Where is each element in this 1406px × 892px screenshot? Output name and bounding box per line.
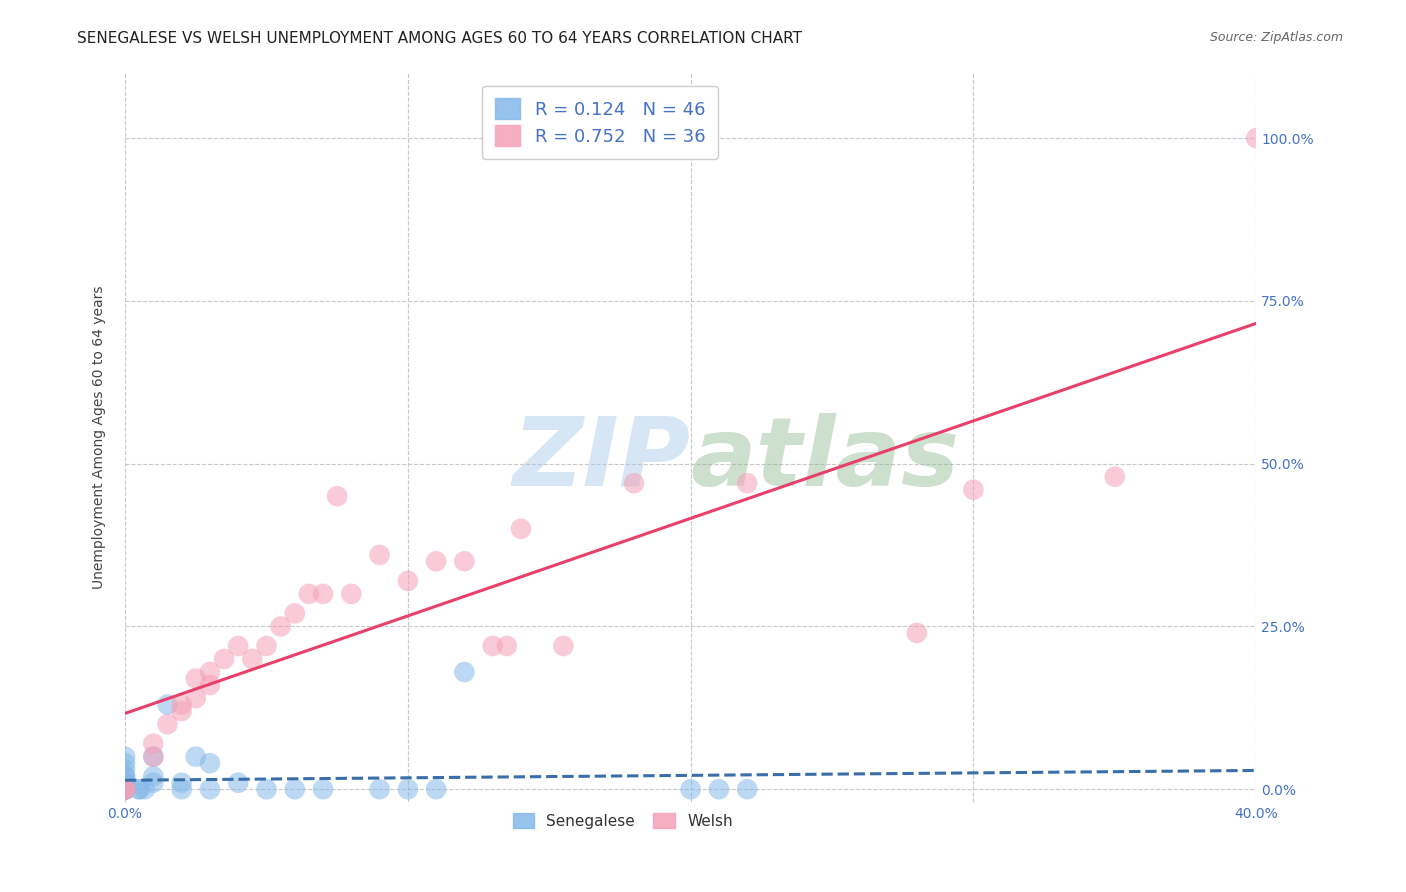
Point	[128, 782, 150, 797]
Point	[198, 782, 221, 797]
Point	[453, 554, 475, 568]
Point	[510, 522, 533, 536]
Point	[114, 782, 136, 797]
Point	[114, 769, 136, 783]
Point	[298, 587, 321, 601]
Point	[240, 652, 263, 666]
Point	[340, 587, 363, 601]
Point	[284, 607, 307, 621]
Point	[142, 775, 165, 789]
Text: SENEGALESE VS WELSH UNEMPLOYMENT AMONG AGES 60 TO 64 YEARS CORRELATION CHART: SENEGALESE VS WELSH UNEMPLOYMENT AMONG A…	[77, 31, 803, 46]
Point	[312, 587, 335, 601]
Point	[114, 775, 136, 789]
Point	[212, 652, 235, 666]
Text: ZIP: ZIP	[513, 413, 690, 506]
Point	[114, 782, 136, 797]
Point	[170, 775, 193, 789]
Point	[396, 574, 419, 588]
Y-axis label: Unemployment Among Ages 60 to 64 years: Unemployment Among Ages 60 to 64 years	[93, 285, 107, 590]
Point	[134, 782, 156, 797]
Point	[142, 769, 165, 783]
Point	[114, 782, 136, 797]
Point	[425, 554, 447, 568]
Point	[623, 476, 645, 491]
Point	[114, 782, 136, 797]
Point	[226, 775, 249, 789]
Point	[1104, 469, 1126, 483]
Point	[679, 782, 702, 797]
Point	[256, 639, 278, 653]
Point	[114, 775, 136, 789]
Point	[170, 704, 193, 718]
Point	[128, 782, 150, 797]
Point	[226, 639, 249, 653]
Text: Source: ZipAtlas.com: Source: ZipAtlas.com	[1209, 31, 1343, 45]
Point	[114, 763, 136, 777]
Point	[707, 782, 730, 797]
Point	[735, 782, 758, 797]
Point	[368, 782, 391, 797]
Point	[142, 749, 165, 764]
Point	[198, 756, 221, 771]
Point	[481, 639, 503, 653]
Point	[114, 782, 136, 797]
Point	[198, 678, 221, 692]
Point	[142, 737, 165, 751]
Point	[114, 782, 136, 797]
Point	[312, 782, 335, 797]
Point	[905, 626, 928, 640]
Point	[256, 782, 278, 797]
Point	[142, 749, 165, 764]
Point	[114, 782, 136, 797]
Point	[184, 749, 207, 764]
Point	[114, 782, 136, 797]
Point	[198, 665, 221, 679]
Point	[156, 717, 179, 731]
Point	[114, 782, 136, 797]
Point	[368, 548, 391, 562]
Point	[114, 782, 136, 797]
Text: atlas: atlas	[690, 413, 960, 506]
Point	[270, 619, 292, 633]
Point	[1244, 131, 1267, 145]
Point	[453, 665, 475, 679]
Point	[114, 782, 136, 797]
Point	[114, 782, 136, 797]
Point	[396, 782, 419, 797]
Point	[425, 782, 447, 797]
Legend: Senegalese, Welsh: Senegalese, Welsh	[506, 806, 738, 835]
Point	[284, 782, 307, 797]
Point	[114, 782, 136, 797]
Point	[735, 476, 758, 491]
Point	[114, 775, 136, 789]
Point	[184, 672, 207, 686]
Point	[553, 639, 575, 653]
Point	[114, 769, 136, 783]
Point	[114, 782, 136, 797]
Point	[114, 782, 136, 797]
Point	[962, 483, 984, 497]
Point	[114, 756, 136, 771]
Point	[495, 639, 517, 653]
Point	[170, 782, 193, 797]
Point	[170, 698, 193, 712]
Point	[326, 489, 349, 503]
Point	[114, 782, 136, 797]
Point	[156, 698, 179, 712]
Point	[114, 749, 136, 764]
Point	[114, 782, 136, 797]
Point	[114, 782, 136, 797]
Point	[184, 691, 207, 706]
